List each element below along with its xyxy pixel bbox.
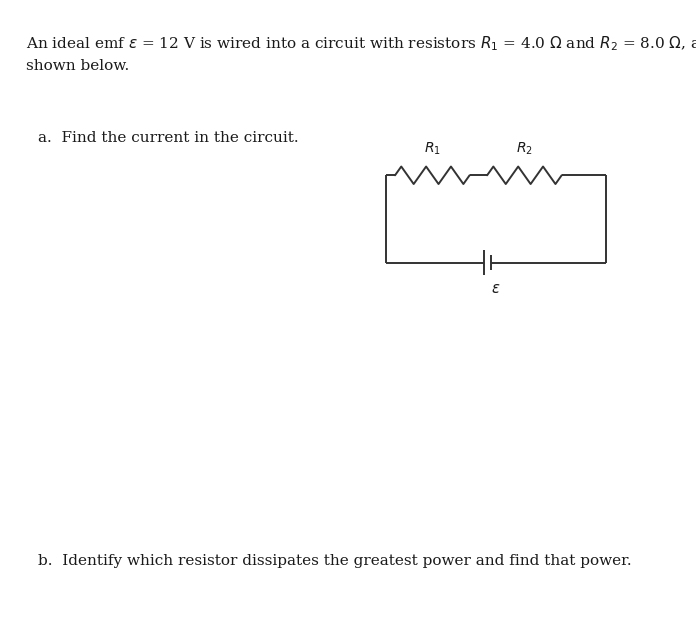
- Text: shown below.: shown below.: [26, 59, 129, 73]
- Text: $R_2$: $R_2$: [516, 140, 533, 156]
- Text: $\varepsilon$: $\varepsilon$: [491, 282, 500, 295]
- Text: a.  Find the current in the circuit.: a. Find the current in the circuit.: [38, 131, 299, 145]
- Text: b.  Identify which resistor dissipates the greatest power and find that power.: b. Identify which resistor dissipates th…: [38, 554, 632, 568]
- Text: $R_1$: $R_1$: [424, 140, 441, 156]
- Text: An ideal emf $\varepsilon$ = 12 V is wired into a circuit with resistors $R_1$ =: An ideal emf $\varepsilon$ = 12 V is wir…: [26, 34, 696, 53]
